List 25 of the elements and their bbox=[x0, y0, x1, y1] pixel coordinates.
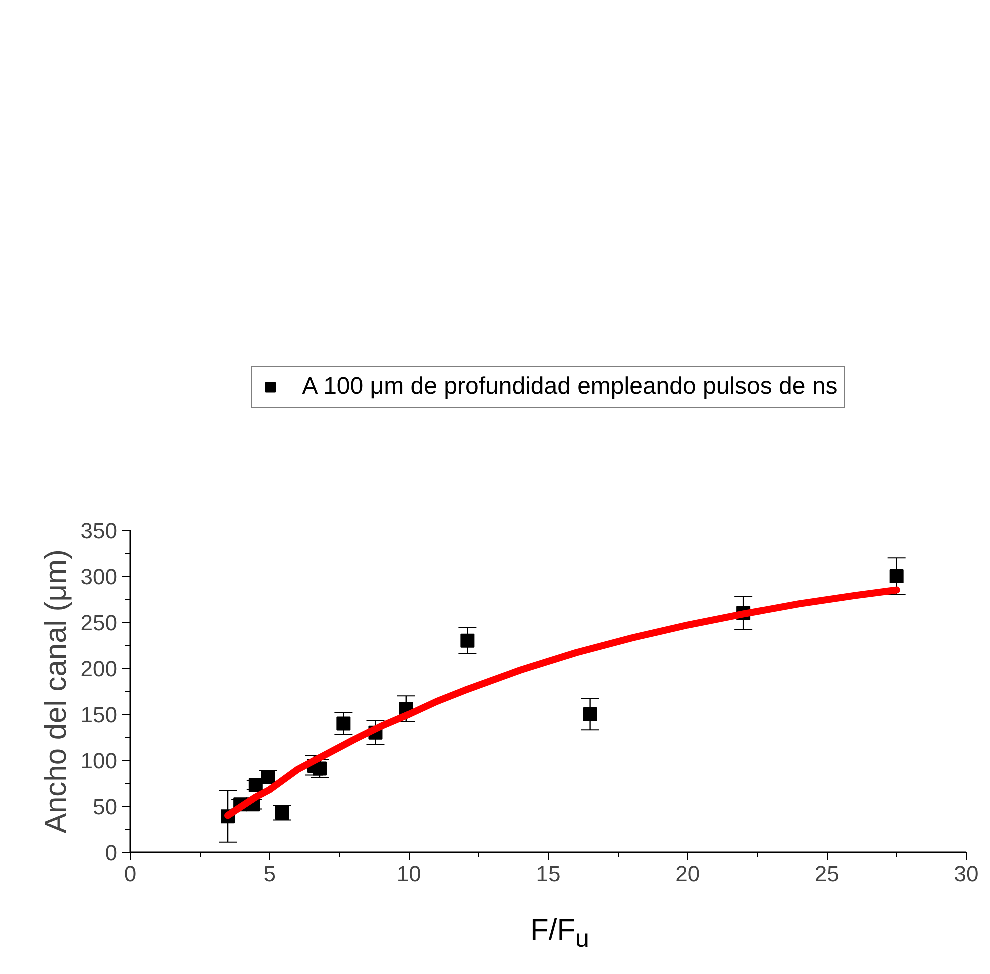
y-tick-label: 150 bbox=[80, 702, 118, 728]
point bbox=[583, 708, 598, 722]
y-tick-label: 50 bbox=[93, 794, 118, 820]
point bbox=[261, 770, 276, 784]
y-tick-label: 200 bbox=[80, 656, 118, 682]
x-tick-label: 0 bbox=[124, 862, 137, 886]
y-tick-label: 0 bbox=[105, 840, 118, 866]
y-tick-label: 350 bbox=[80, 518, 118, 544]
point bbox=[336, 716, 351, 731]
x-tick-label: 15 bbox=[536, 862, 561, 886]
x-tick-label: 20 bbox=[676, 862, 700, 886]
point bbox=[890, 570, 904, 584]
y-tick-label: 250 bbox=[80, 610, 118, 636]
x-tick-label: 25 bbox=[814, 862, 840, 886]
x-axis-title: F/F$_{u}$ bbox=[530, 913, 590, 955]
y-tick-label: 300 bbox=[80, 564, 118, 590]
legend-label: A 100 μm de profundidad empleando pulsos de ns bbox=[302, 373, 838, 401]
point bbox=[248, 778, 263, 792]
x-tick-label: 10 bbox=[396, 862, 422, 886]
y-tick-label: 100 bbox=[80, 748, 118, 774]
x-tick-label: 5 bbox=[264, 862, 276, 886]
x-tick-label: 30 bbox=[954, 862, 979, 886]
point bbox=[312, 762, 327, 776]
y-axis-title: Ancho del canal (μm) bbox=[40, 549, 73, 834]
point bbox=[460, 634, 475, 648]
